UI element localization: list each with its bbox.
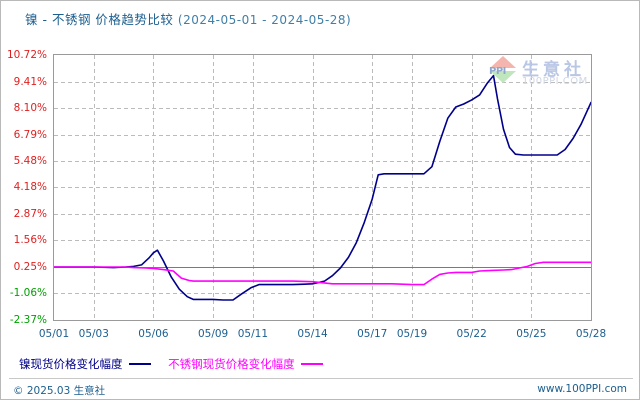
y-axis-tick-label: -2.37% [9, 314, 47, 326]
x-axis-tick-label: 05/11 [237, 328, 269, 340]
site-url[interactable]: www.100PPI.com [537, 383, 627, 395]
legend-label-stainless: 不锈钢现货价格变化幅度 [168, 357, 295, 371]
x-axis-tick-label: 05/22 [456, 328, 487, 340]
x-axis-tick-label: 05/14 [297, 328, 328, 340]
x-axis-tick-label: 05/28 [575, 328, 607, 340]
title-date-range: (2024-05-01 - 2024-05-28) [177, 13, 352, 27]
y-axis-tick-label: 5.48% [13, 155, 47, 168]
legend-swatch-nickel [128, 363, 151, 365]
copyright-text: © 2025.03 生意社 [13, 385, 106, 397]
y-axis-tick-label: 8.10% [13, 102, 47, 115]
x-axis-tick-label: 05/17 [357, 328, 388, 340]
x-axis-tick-label: 05/25 [516, 328, 547, 340]
y-axis-tick-label: 0.25% [13, 260, 47, 273]
chart-svg [54, 55, 591, 320]
x-axis-tick-label: 05/09 [197, 328, 229, 340]
page-title: 镍 - 不锈钢 价格趋势比较 (2024-05-01 - 2024-05-28) [25, 9, 351, 28]
footer-divider [9, 378, 633, 379]
x-axis-tick-label: 05/19 [396, 328, 428, 340]
x-axis-tick-label: 05/01 [38, 328, 70, 340]
y-axis-tick-label: 1.56% [13, 234, 47, 247]
y-axis-tick-label: 6.79% [13, 128, 47, 141]
title-main: 镍 - 不锈钢 价格趋势比较 [25, 12, 174, 27]
legend-label-nickel: 镍现货价格变化幅度 [19, 357, 123, 371]
y-axis-tick-label: 2.87% [13, 207, 47, 220]
x-axis-tick-label: 05/03 [78, 328, 109, 340]
legend-item-nickel[interactable]: 镍现货价格变化幅度 [19, 356, 151, 372]
y-axis-tick-label: 4.18% [13, 181, 47, 194]
y-axis-tick-label: 10.72% [6, 49, 47, 61]
legend-item-stainless[interactable]: 不锈钢现货价格变化幅度 [168, 356, 323, 372]
series-line-nickel [54, 74, 591, 301]
series-line-stainless [54, 261, 591, 286]
legend-swatch-stainless [300, 363, 323, 365]
chart-legend: 镍现货价格变化幅度 不锈钢现货价格变化幅度 [19, 356, 337, 372]
y-axis-tick-label: -1.06% [9, 287, 47, 300]
x-axis-tick-label: 05/06 [138, 328, 169, 340]
y-axis-tick-label: 9.41% [13, 75, 47, 88]
plot-area [53, 54, 592, 321]
